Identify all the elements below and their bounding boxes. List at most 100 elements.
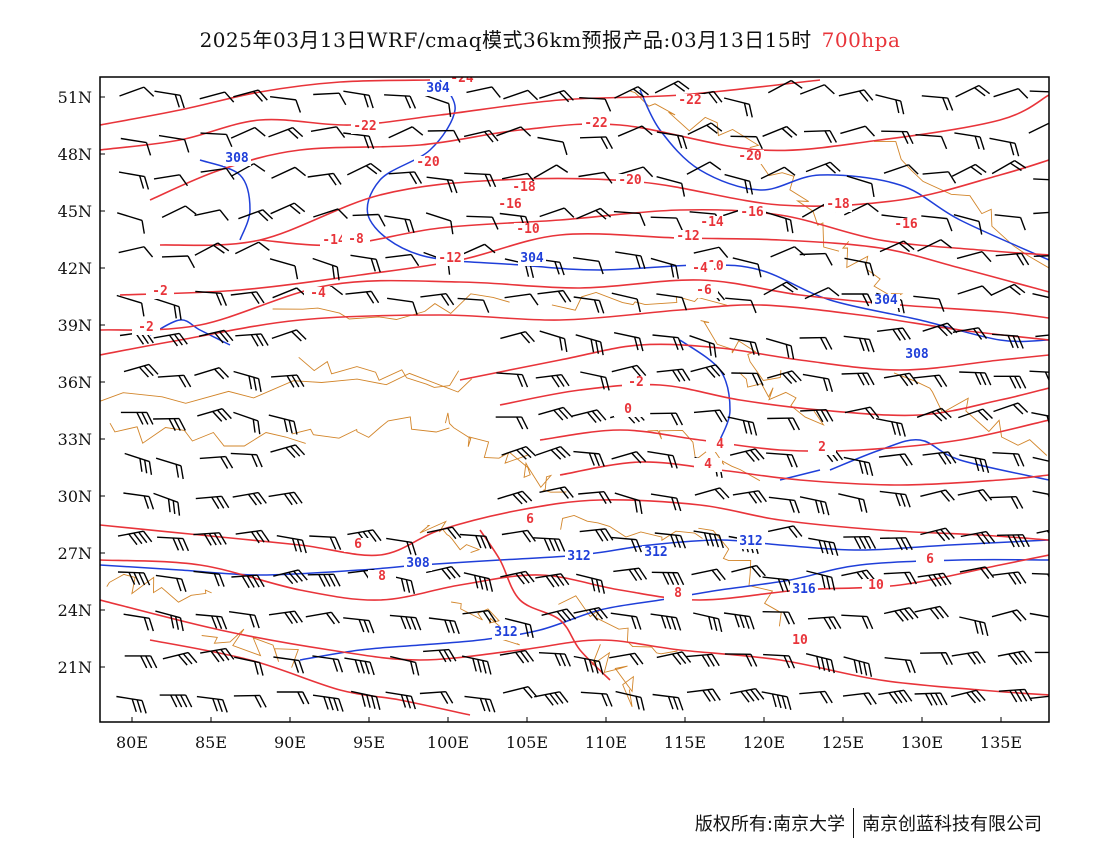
wind-barb [200,647,235,663]
boundary-line [591,644,634,707]
copyright-footer: 版权所有:南京大学 南京创蓝科技有限公司 [695,808,1042,838]
wind-barb [686,688,721,702]
wind-barb [153,417,186,431]
wind-barb [235,333,269,347]
boundary-line [291,416,450,439]
wind-barb [806,570,836,591]
wind-barb [155,610,184,632]
wind-barb [729,448,765,462]
temperature-label: -20 [738,149,762,164]
wind-barb [878,689,913,705]
y-tick-label: 39N [58,316,92,335]
wind-barb [725,297,757,314]
wind-barb [611,364,647,378]
wind-barb [922,322,958,337]
wind-barb [768,496,800,514]
wind-barb [997,650,1033,666]
wind-barb [1033,254,1049,257]
y-axis: 51N 48N 45N 42N 39N 36N 33N 30N 27N 24N 21N [58,88,105,677]
wind-barb [194,242,230,256]
temperature-label: -18 [512,180,536,195]
wind-barb [959,616,989,637]
wind-barb [118,246,154,258]
wind-barb [233,411,261,435]
temperature-contours [100,79,1049,716]
wind-barb [843,656,873,677]
wind-barb [610,612,642,630]
wind-barb [346,162,382,176]
boundary-lines [100,90,1049,707]
wind-barb [305,611,340,625]
wind-barb [120,137,152,156]
wind-barb [724,653,758,667]
wind-barb [504,617,534,639]
wind-barb [951,163,987,177]
temperature-label: -24 [450,71,474,86]
height-label: 312 [494,625,517,640]
wind-barb [799,690,833,704]
temperature-label: -20 [618,173,642,188]
wind-barb [767,79,803,94]
wind-barb [647,450,678,469]
temperature-label: 4 [704,457,712,472]
temperature-isoline [259,208,1049,256]
wind-barb [580,691,613,707]
temperature-isoline [119,233,1049,296]
wind-barb [875,418,906,437]
height-label: 308 [406,556,430,571]
boundary-line [509,452,567,493]
temperature-label: 10 [868,578,884,593]
wind-barb [913,374,948,388]
boundary-line [100,372,473,404]
wind-barb [881,130,914,145]
wind-barb [799,252,833,266]
y-tick-label: 27N [58,544,92,563]
wind-barb [951,651,986,665]
wind-barb [650,216,683,231]
wind-barb [654,532,687,549]
wind-barb [119,86,155,97]
x-tick-label: 85E [195,733,227,752]
wind-barb [461,655,492,675]
wind-barb [234,656,264,676]
wind-barb [120,411,154,425]
wind-barb [617,125,653,137]
wind-barb [196,695,228,713]
wind-barb [426,176,458,194]
wind-barb [423,648,457,663]
wind-barb [767,417,801,431]
wind-barb [425,212,454,235]
wind-barb [731,372,764,386]
wind-barb [273,569,308,585]
boundary-line [298,356,460,388]
wind-barb [921,215,953,232]
wind-barb [390,655,420,676]
wind-barb [270,96,302,113]
wind-barb [385,253,420,267]
wind-barb [503,89,539,101]
wind-barb [576,573,606,594]
boundary-line [419,520,481,554]
wind-barb [271,329,307,342]
wind-barb [803,129,838,143]
wind-barb [917,239,952,252]
wind-barb [844,406,880,420]
wind-barb [615,690,645,711]
wind-barb [573,655,604,675]
wind-barb [388,126,424,139]
wind-barb [580,371,610,391]
wind-barb [538,652,571,667]
wind-barb [268,610,303,625]
wind-barb [800,408,834,423]
wind-barb [495,416,529,430]
wind-barb [276,535,307,554]
wind-barb [573,607,608,621]
wind-barb [497,490,533,505]
wind-barb [1032,490,1049,508]
wind-barb [954,132,985,150]
wind-barb [1029,370,1049,385]
temperature-label: -22 [353,119,376,134]
temperature-isoline [149,639,471,716]
wind-barb [537,136,568,156]
